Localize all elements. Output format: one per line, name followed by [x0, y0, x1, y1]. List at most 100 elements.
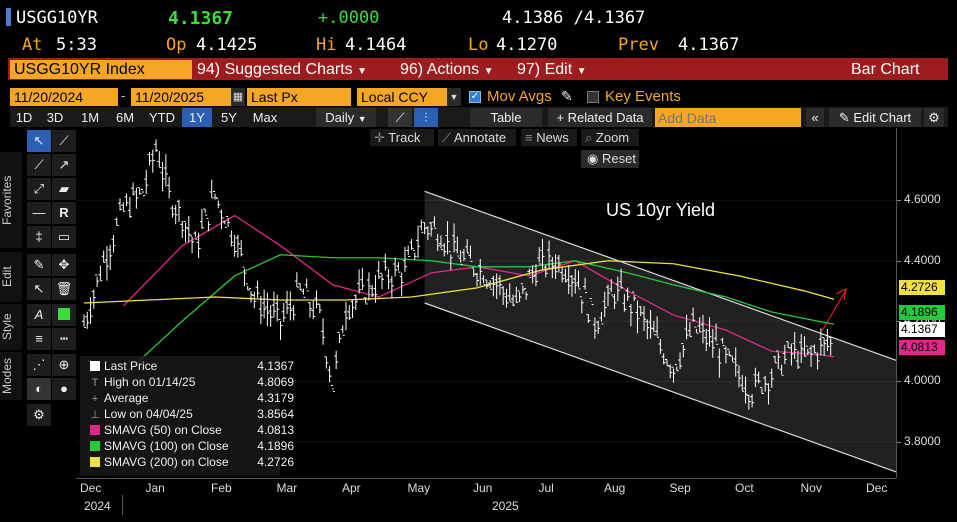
line-tool-icon[interactable]: ⟋	[52, 130, 76, 152]
channel-fill	[424, 191, 897, 472]
legend-value: 4.8069	[257, 375, 294, 389]
edit-chart-button[interactable]: ✎ Edit Chart	[829, 108, 921, 127]
x-year-2024: 2024	[84, 499, 111, 513]
legend-row: T High on 01/14/25 4.8069	[90, 374, 294, 390]
time-label: At	[22, 35, 43, 55]
move-icon[interactable]: ✥	[52, 254, 76, 276]
gear-icon[interactable]: ⚙	[924, 108, 944, 127]
side-tab-favorites[interactable]: Favorites	[0, 152, 22, 248]
add-data-input[interactable]	[655, 108, 801, 127]
gear-icon[interactable]: ⚙	[27, 404, 51, 426]
pointer-icon[interactable]: ↖	[27, 130, 51, 152]
ray-tool-icon[interactable]: ↗	[52, 154, 76, 176]
legend-row: SMAVG (50) on Close 4.0813	[90, 422, 294, 438]
plus-icon: +	[556, 110, 565, 125]
crosshair-mode-icon[interactable]: ⋰	[27, 354, 51, 376]
prev-label: Prev	[618, 35, 659, 55]
legend-swatch	[90, 441, 100, 451]
legend-swatch	[90, 457, 100, 467]
legend-label: Low on 04/04/25	[104, 407, 193, 421]
mov-avgs-checkbox[interactable]: ✓	[469, 91, 481, 103]
suggested-charts-menu[interactable]: 94) Suggested Charts ▼	[197, 60, 395, 79]
side-tab-edit[interactable]: Edit	[0, 252, 22, 302]
x-axis-line	[76, 478, 896, 479]
zoom-label: Zoom	[595, 130, 630, 145]
period-1m[interactable]: 1M	[72, 108, 108, 127]
collapse-icon[interactable]: «	[806, 108, 824, 127]
price-tag: 4.2726	[899, 280, 945, 295]
crosshair-icon: ✛	[374, 130, 385, 145]
trash-icon[interactable]: 🗑	[52, 278, 76, 300]
segment-tool-icon[interactable]: ⟋	[27, 154, 51, 176]
annotate-button[interactable]: ⟋ Annotate	[438, 129, 516, 146]
frequency-dropdown[interactable]: Daily ▼	[316, 108, 376, 127]
pencil-icon[interactable]: ✎	[561, 88, 573, 104]
legend-value: 4.2726	[257, 455, 294, 469]
period-1y[interactable]: 1Y	[182, 108, 212, 127]
x-tick-label: Jan	[145, 481, 165, 495]
line-style-icon[interactable]: ┅	[52, 328, 76, 350]
period-5y[interactable]: 5Y	[212, 108, 246, 127]
start-date-field[interactable]: 11/20/2024	[10, 88, 118, 106]
period-6m[interactable]: 6M	[108, 108, 142, 127]
calendar-icon[interactable]: ▦	[231, 88, 245, 106]
key-events-checkbox[interactable]	[587, 91, 599, 103]
open-value: 4.1425	[196, 35, 258, 55]
period-ytd[interactable]: YTD	[142, 108, 182, 127]
legend-label: Last Price	[104, 359, 158, 373]
news-button[interactable]: ≡ News	[521, 129, 577, 146]
snap-mode-icon[interactable]: ⊕	[52, 354, 76, 376]
chevron-down-icon[interactable]: ▼	[447, 88, 461, 106]
reset-button[interactable]: ◉ Reset	[581, 150, 639, 168]
rectangle-icon[interactable]: ▭	[52, 226, 76, 248]
y-tick-mark	[896, 381, 901, 383]
x-tick-label: Dec	[866, 481, 888, 495]
track-button[interactable]: ✛ Track	[370, 129, 434, 146]
actions-menu[interactable]: 96) Actions ▼	[400, 60, 512, 79]
legend-value: 3.8564	[257, 407, 294, 421]
y-tick-label: 4.6000	[904, 192, 941, 207]
x-tick-label: Apr	[342, 481, 361, 495]
bar-chart-icon[interactable]: ⫶	[414, 108, 438, 127]
color-swatch[interactable]	[52, 304, 76, 326]
y-tick-mark	[896, 260, 901, 262]
palette-icon[interactable]: ●	[52, 378, 76, 400]
edit-menu[interactable]: 97) Edit ▼	[517, 60, 599, 79]
channel-tool-icon[interactable]: ▰	[52, 178, 76, 200]
y-tick-label: 4.4000	[904, 252, 941, 267]
line-width-icon[interactable]: ≡	[27, 328, 51, 350]
retracement-icon[interactable]: R	[52, 202, 76, 224]
x-tick-label: Mar	[276, 481, 298, 495]
side-tab-style[interactable]: Style	[0, 304, 22, 350]
price-tag: 4.1367	[899, 322, 945, 337]
select-add-icon[interactable]: ↖	[27, 278, 51, 300]
price-field[interactable]: Last Px	[247, 88, 351, 106]
chevron-down-icon: ▼	[576, 66, 587, 77]
pen-icon[interactable]: ✎	[27, 254, 51, 276]
annotate-label: Annotate	[454, 130, 507, 145]
high-label: Hi	[316, 35, 337, 55]
draw-mode-icon[interactable]: ◐	[27, 378, 51, 400]
line-chart-icon[interactable]: ⟋	[388, 108, 412, 127]
text-style-icon[interactable]: A	[27, 304, 51, 326]
security-field[interactable]: USGG10YR Index	[10, 60, 192, 79]
end-date-field[interactable]: 11/20/2025	[131, 88, 231, 106]
legend-row: SMAVG (100) on Close 4.1896	[90, 438, 294, 454]
arrow-annotation	[821, 289, 847, 332]
channel-upper-line	[424, 190, 897, 361]
period-3d[interactable]: 3D	[38, 108, 72, 127]
zoom-button[interactable]: ⌕ Zoom	[581, 129, 639, 146]
period-max[interactable]: Max	[246, 108, 284, 127]
fibonacci-icon[interactable]: ‡	[27, 226, 51, 248]
series-line-2	[122, 254, 835, 376]
table-button[interactable]: Table	[470, 108, 542, 127]
horizontal-line-icon[interactable]: —	[27, 202, 51, 224]
y-tick-mark	[896, 200, 901, 202]
last-price: 4.1367	[168, 8, 234, 29]
side-tab-modes[interactable]: Modes	[0, 352, 22, 400]
related-data-button[interactable]: + Related Data	[548, 108, 652, 127]
period-1d[interactable]: 1D	[10, 108, 38, 127]
extended-line-icon[interactable]: ⤢	[27, 178, 51, 200]
security-indicator	[6, 8, 11, 26]
currency-field[interactable]: Local CCY	[357, 88, 447, 106]
